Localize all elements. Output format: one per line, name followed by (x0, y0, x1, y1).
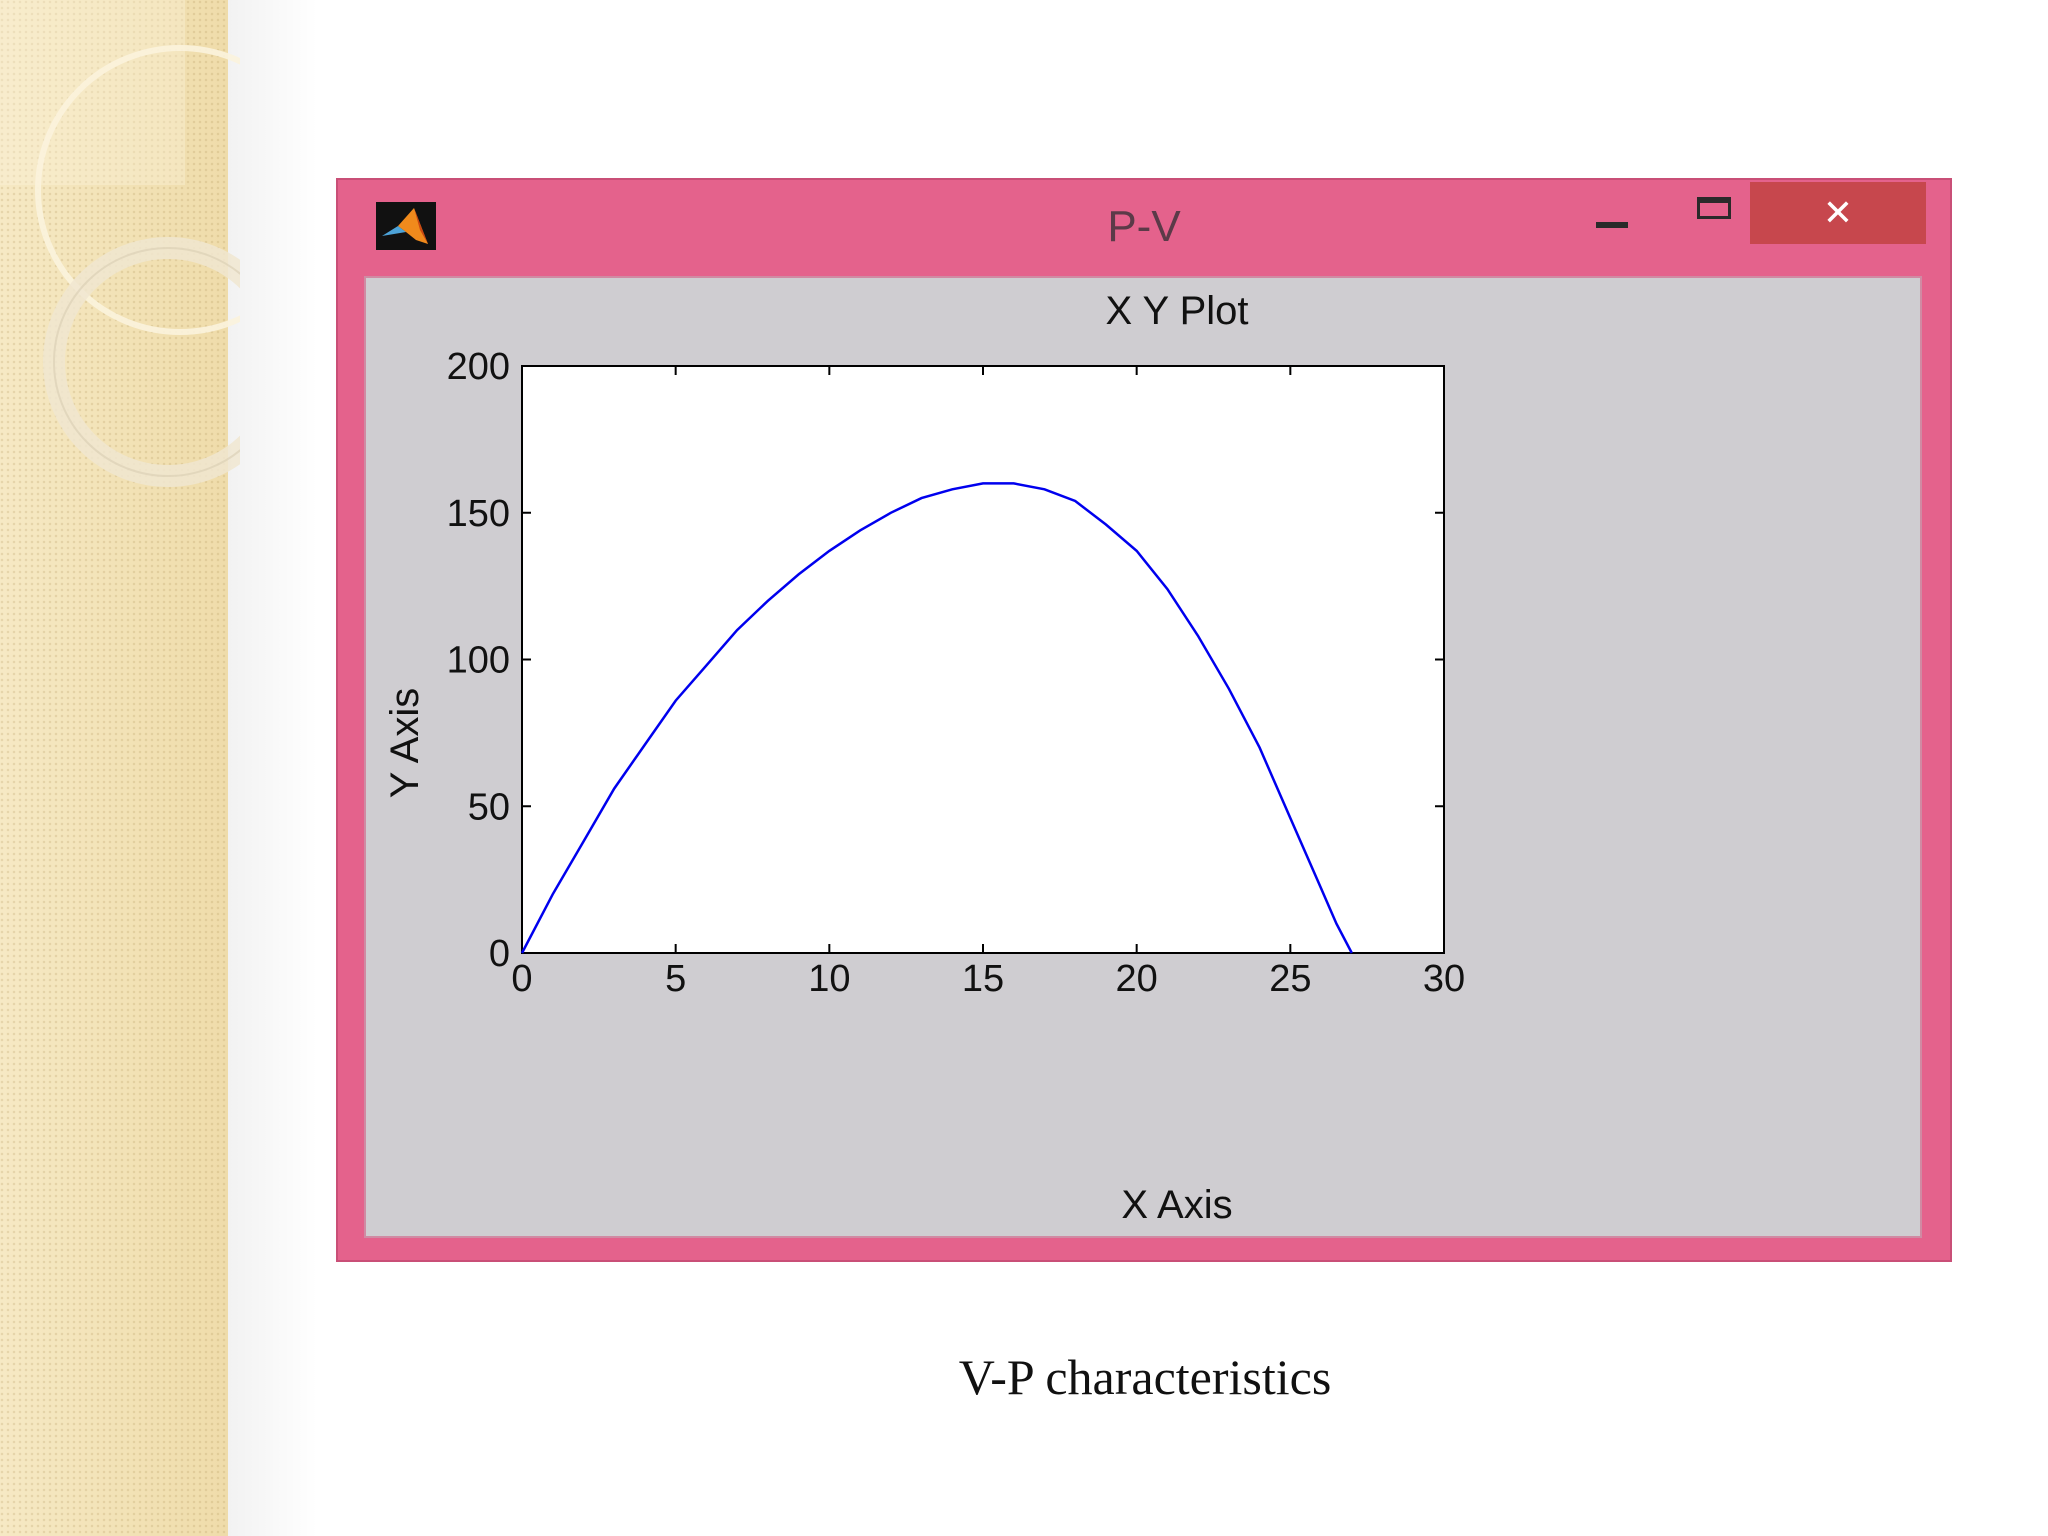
xy-plot-chart: X Y Plot X Axis Y Axis 0 5 10 15 20 25 30 0 50 10… (383, 289, 1465, 1227)
minimize-button[interactable] (1564, 180, 1660, 246)
x-tick-label: 0 (511, 958, 532, 1000)
side-band-shadow (228, 0, 318, 1536)
x-tick-label: 30 (1423, 958, 1465, 1000)
close-icon: ✕ (1822, 192, 1854, 233)
x-tick-label: 10 (808, 958, 850, 1000)
y-tick-label: 50 (468, 786, 510, 828)
figure-canvas: X Y Plot X Axis Y Axis 0 5 10 15 20 25 30 0 50 10… (364, 276, 1922, 1238)
decorative-rings (0, 0, 240, 487)
figure-caption: V-P characteristics (958, 1349, 1332, 1405)
figure-window: P-V ✕ X Y Plot X Axis Y Axis 0 5 10 15 20 25 3… (336, 178, 1952, 1262)
x-tick-label: 5 (665, 958, 686, 1000)
x-tick-label: 25 (1269, 958, 1311, 1000)
y-tick-label: 150 (447, 493, 510, 535)
window-title: P-V (1107, 202, 1181, 251)
minimize-icon (1596, 222, 1628, 228)
close-button[interactable]: ✕ (1750, 182, 1926, 244)
maximize-button[interactable] (1666, 180, 1762, 246)
series-line (520, 482, 1353, 954)
y-tick-label: 200 (447, 346, 510, 388)
y-tick-label: 0 (489, 933, 510, 975)
chart-title: X Y Plot (1105, 289, 1248, 333)
plot-area (521, 365, 1445, 954)
x-tick-label: 20 (1116, 958, 1158, 1000)
maximize-icon (1697, 197, 1731, 219)
y-tick-label: 100 (447, 640, 510, 682)
matlab-logo-icon (376, 202, 436, 250)
x-tick-label: 15 (962, 958, 1004, 1000)
x-axis-label: X Axis (1121, 1183, 1232, 1227)
y-axis-label: Y Axis (383, 688, 427, 798)
